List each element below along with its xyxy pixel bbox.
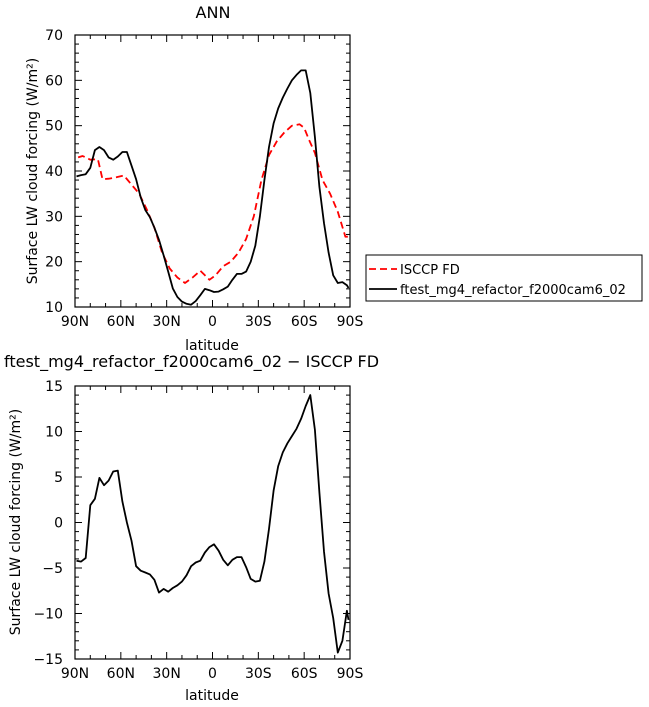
- bottom-x-tick-label: 60N: [107, 666, 135, 682]
- bottom-y-tick-label: −15: [33, 652, 63, 668]
- bottom-y-tick-label: 10: [45, 425, 63, 441]
- bottom-y-tick-label: 15: [45, 379, 63, 395]
- bottom-y-tick-label: −5: [42, 561, 63, 577]
- bottom-y-axis-label: Surface LW cloud forcing (W/m²): [8, 409, 24, 635]
- top-y-tick-label: 50: [45, 119, 63, 135]
- top-x-tick-label: 60S: [291, 314, 318, 330]
- top-series-line-1: [76, 69, 350, 306]
- bottom-y-tick-label: 0: [54, 516, 63, 532]
- bottom-x-tick-label: 30N: [153, 666, 181, 682]
- top-x-tick-label: 0: [208, 314, 217, 330]
- top-y-tick-label: 60: [45, 73, 63, 89]
- bottom-panel: ftest_mg4_refactor_f2000cam6_02 − ISCCP …: [4, 352, 379, 704]
- top-x-tick-label: 30S: [245, 314, 272, 330]
- top-x-axis-label: latitude: [185, 338, 239, 354]
- top-y-tick-label: 10: [45, 300, 63, 316]
- top-x-tick-label: 90N: [61, 314, 89, 330]
- bottom-y-tick-label: −10: [33, 607, 63, 623]
- bottom-series-line-0: [76, 394, 350, 654]
- legend-label-model: ftest_mg4_refactor_f2000cam6_02: [400, 283, 626, 298]
- bottom-x-tick-label: 90S: [337, 666, 364, 682]
- bottom-x-tick-label: 90N: [61, 666, 89, 682]
- top-chart-title: ANN: [196, 3, 231, 22]
- bottom-plot-area: 90N 60N 30N 0 30S 60S 90S −15 −10 −5 0 5 10 15: [33, 379, 363, 682]
- bottom-chart-title: ftest_mg4_refactor_f2000cam6_02 − ISCCP …: [4, 352, 379, 372]
- legend-box: [365, 254, 643, 302]
- top-x-tick-label: 30N: [153, 314, 181, 330]
- top-x-tick-label: 90S: [337, 314, 364, 330]
- top-y-axis-label: Surface LW cloud forcing (W/m²): [25, 58, 41, 284]
- top-y-tick-label: 30: [45, 209, 63, 225]
- bottom-x-tick-label: 60S: [291, 666, 318, 682]
- top-x-tick-label: 60N: [107, 314, 135, 330]
- top-plot-area: 90N 60N 30N 0 30S 60S 90S 10 20 30 40 50 60 70: [45, 28, 363, 330]
- bottom-plot-frame: [74, 385, 351, 660]
- top-panel: ANN Surface LW cloud forcing (W/m²) lati…: [25, 3, 643, 354]
- top-y-tick-label: 20: [45, 255, 63, 271]
- legend: ISCCP FD ftest_mg4_refactor_f2000cam6_02: [365, 254, 643, 302]
- bottom-x-axis-label: latitude: [185, 688, 239, 704]
- top-y-tick-label: 70: [45, 28, 63, 44]
- bottom-y-tick-label: 5: [54, 470, 63, 486]
- top-plot-frame: [74, 34, 351, 308]
- top-y-tick-label: 40: [45, 164, 63, 180]
- bottom-x-tick-label: 30S: [245, 666, 272, 682]
- legend-label-isccp: ISCCP FD: [400, 263, 460, 278]
- bottom-x-tick-label: 0: [208, 666, 217, 682]
- top-series-line-0: [77, 123, 349, 284]
